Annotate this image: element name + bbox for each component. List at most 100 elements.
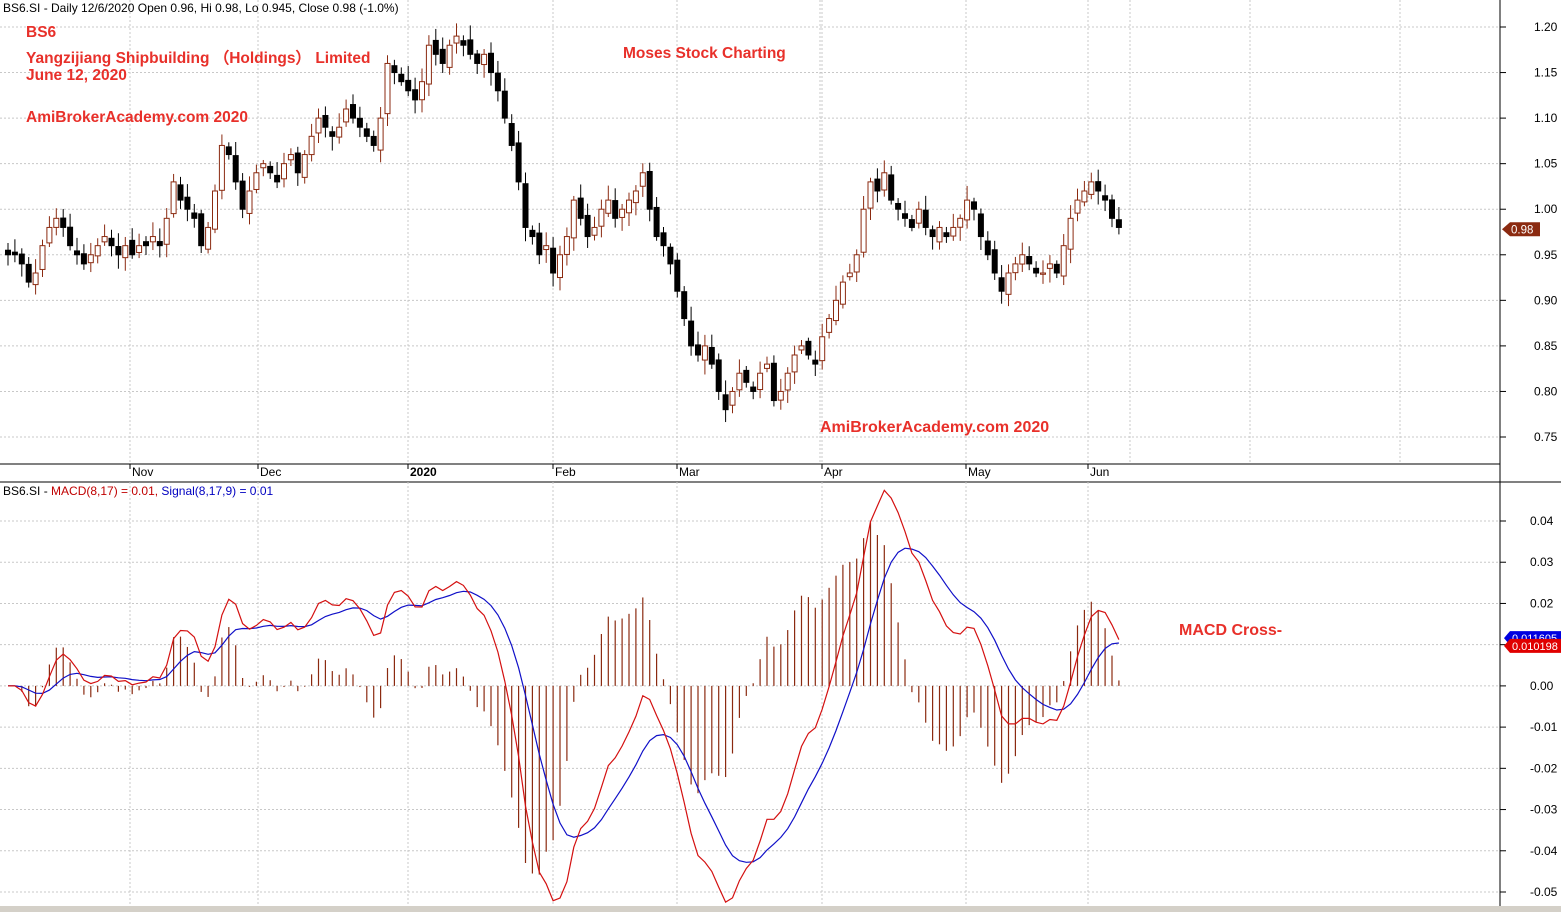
candle-body (681, 291, 688, 320)
price-y-tick-label: 0.85 (1534, 339, 1558, 353)
candle-body (701, 345, 708, 361)
candle-body (798, 345, 805, 351)
candle-body (667, 246, 674, 265)
candle-body (888, 174, 895, 201)
candle-body (688, 320, 695, 347)
candle-body (287, 154, 294, 161)
candle-body (439, 48, 446, 64)
last-price-label: 0.98 (1511, 224, 1533, 236)
candles-group (5, 23, 1122, 423)
candle-body (260, 163, 267, 169)
candle-body (1074, 199, 1081, 214)
candle-body (874, 178, 881, 192)
candle-body (60, 217, 67, 228)
candle-body (508, 123, 515, 146)
candle-body (570, 199, 577, 239)
candle-body (488, 52, 494, 74)
candle-body (25, 263, 32, 283)
candle-body (543, 245, 550, 251)
candle-body (1046, 263, 1053, 269)
candle-body (860, 208, 867, 253)
candle-body (460, 40, 467, 46)
month-tick-label: May (968, 465, 991, 479)
macd-pane-signal: Signal(8,17,9) = 0.01 (161, 484, 274, 498)
candle-body (626, 199, 632, 214)
macd-histogram-group (21, 522, 1120, 875)
price-summary: BS6.SI - Daily 12/6/2020 Open 0.96, Hi 0… (3, 1, 399, 15)
candle-body (750, 386, 757, 392)
candle-body (425, 44, 432, 85)
candle-body (170, 181, 177, 215)
candle-body (5, 249, 11, 256)
candle-body (660, 232, 667, 247)
candle-body (315, 117, 322, 134)
candle-body (1109, 199, 1115, 219)
macd-badge-label: 0.010198 (1512, 641, 1558, 653)
candle-body (1005, 272, 1012, 295)
candle-body (619, 208, 626, 218)
macd-y-tick-label: 0.00 (1530, 679, 1554, 693)
macd-pane-macd: MACD(8,17) = 0.01, (51, 484, 159, 498)
candle-body (343, 108, 350, 123)
candle-body (764, 363, 770, 369)
sheet-tab-bar[interactable] (0, 906, 1561, 912)
candle-body (32, 272, 39, 286)
candle-body (218, 144, 225, 191)
candle-body (563, 236, 570, 255)
candle-body (819, 336, 826, 362)
candle-body (536, 232, 543, 256)
candle-body (294, 152, 301, 174)
price-y-tick-label: 0.95 (1534, 248, 1558, 262)
candle-body (722, 394, 729, 411)
price-y-tick-label: 1.10 (1534, 111, 1558, 125)
candle-body (39, 245, 46, 270)
candle-body (101, 236, 108, 243)
candle-body (143, 241, 149, 247)
candle-body (839, 281, 846, 305)
candle-body (501, 90, 508, 119)
macd-pane-prefix: BS6.SI - (3, 484, 52, 498)
candle-body (881, 172, 888, 191)
candle-body (177, 184, 184, 201)
macd-y-tick-label: 0.02 (1530, 596, 1554, 610)
macd-y-tick-label: -0.01 (1530, 720, 1558, 734)
candle-body (922, 209, 929, 228)
candle-body (281, 163, 287, 180)
candle-body (377, 117, 384, 151)
candle-body (129, 239, 136, 256)
macd-cross-annotation: MACD Cross- (1179, 622, 1283, 639)
candle-body (370, 135, 377, 146)
candle-body (957, 217, 964, 228)
macd-y-tick-label: 0.04 (1530, 514, 1554, 528)
candle-body (18, 253, 25, 265)
candle-body (308, 135, 315, 156)
price-y-tick-label: 1.20 (1534, 20, 1558, 34)
candle-body (384, 62, 391, 115)
candle-body (846, 272, 853, 278)
price-y-tick-label: 0.90 (1534, 293, 1558, 307)
macd-y-tick-label: -0.04 (1530, 844, 1558, 858)
candle-body (791, 354, 798, 373)
candle-body (205, 226, 212, 250)
candle-body (391, 65, 398, 74)
candle-body (301, 154, 308, 178)
month-tick-label: Apr (824, 465, 843, 479)
candle-body (156, 241, 163, 247)
month-tick-label: Nov (132, 465, 153, 479)
candle-body (784, 372, 791, 391)
candle-body (322, 115, 329, 128)
site-annotation-bottom: AmiBrokerAcademy.com 2020 (820, 419, 1050, 436)
candle-body (915, 208, 922, 224)
price-y-tick-label: 0.75 (1534, 430, 1558, 444)
candle-body (1033, 267, 1040, 274)
candle-body (674, 259, 681, 292)
candle-body (191, 212, 198, 219)
candle-body (253, 172, 260, 190)
candle-body (412, 89, 419, 101)
price-pane-title: BS6.SI - Daily 12/6/2020 Open 0.96, Hi 0… (3, 1, 399, 15)
moses-annotation: Moses Stock Charting (623, 45, 786, 62)
candle-body (777, 390, 784, 401)
candle-body (853, 254, 860, 273)
candle-body (612, 200, 619, 219)
